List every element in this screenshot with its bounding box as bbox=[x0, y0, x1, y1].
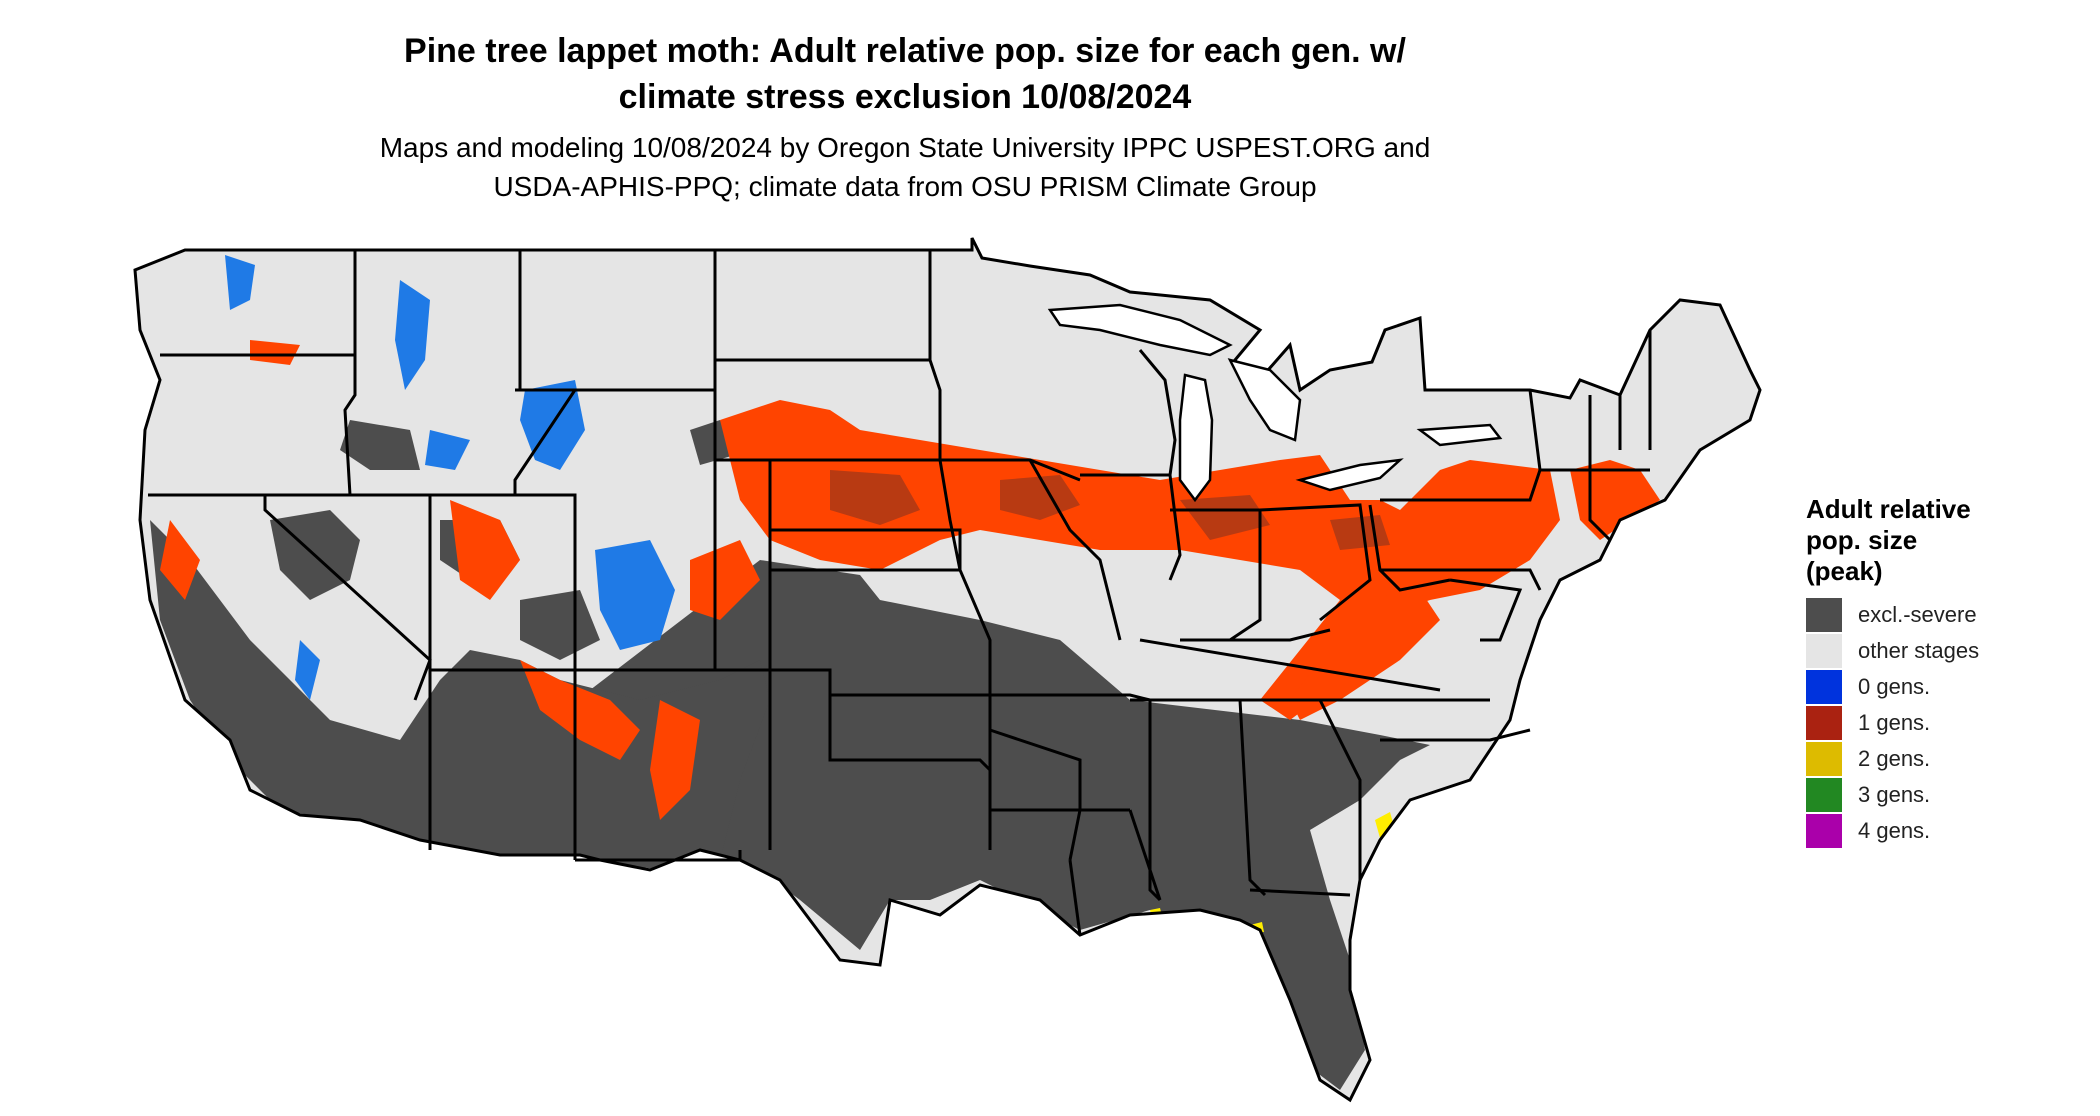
map-subtitle: Maps and modeling 10/08/2024 by Oregon S… bbox=[0, 128, 1810, 206]
legend-item: other stages bbox=[1806, 633, 2086, 669]
region-excluded-colorado bbox=[520, 590, 600, 660]
map-subtitle-line-1: Maps and modeling 10/08/2024 by Oregon S… bbox=[379, 132, 1431, 163]
legend-item: 0 gens. bbox=[1806, 669, 2086, 705]
lake-erie bbox=[1295, 458, 1404, 492]
legend-label: excl.-severe bbox=[1858, 602, 1977, 627]
lake-ontario bbox=[1416, 423, 1503, 447]
region-one-gen-appalachia bbox=[1290, 590, 1440, 720]
region-one-gen-west bbox=[160, 340, 760, 820]
map-legend: Adult relative pop. size (peak) excl.-se… bbox=[1806, 494, 2086, 849]
lake-superior bbox=[1047, 303, 1233, 357]
region-one-gen-northeast bbox=[1570, 460, 1660, 540]
map-title-line-2: climate stress exclusion 10/08/2024 bbox=[618, 78, 1192, 116]
legend-label: 0 gens. bbox=[1858, 674, 1931, 699]
legend-label: 3 gens. bbox=[1858, 782, 1931, 807]
lake-huron bbox=[1227, 358, 1302, 442]
legend-label: 2 gens. bbox=[1858, 746, 1931, 771]
legend-title-line-1: Adult relative bbox=[1806, 494, 1971, 524]
legend-swatch bbox=[1806, 814, 1842, 848]
legend-swatch bbox=[1806, 742, 1842, 776]
legend-label: other stages bbox=[1858, 638, 1980, 663]
legend-label: 4 gens. bbox=[1858, 818, 1931, 843]
map-title: Pine tree lappet moth: Adult relative po… bbox=[0, 28, 1810, 120]
lake-michigan bbox=[1178, 373, 1214, 503]
map-title-line-1: Pine tree lappet moth: Adult relative po… bbox=[404, 32, 1406, 70]
legend-item: 4 gens. bbox=[1806, 813, 2086, 849]
legend-item: excl.-severe bbox=[1806, 597, 2086, 633]
legend-swatch bbox=[1806, 670, 1842, 704]
legend-swatch bbox=[1806, 706, 1842, 740]
legend-title-line-3: (peak) bbox=[1806, 556, 1883, 586]
legend-items: excl.-severe other stages 0 gens. 1 gens. 2 … bbox=[1806, 597, 2086, 849]
legend-swatch bbox=[1806, 778, 1842, 812]
legend-item: 3 gens. bbox=[1806, 777, 2086, 813]
legend-swatch bbox=[1806, 634, 1842, 668]
legend-label: 1 gens. bbox=[1858, 710, 1931, 735]
legend-swatch bbox=[1806, 598, 1842, 632]
region-excluded-idaho bbox=[340, 420, 420, 470]
great-lakes bbox=[1047, 303, 1503, 503]
legend-item: 2 gens. bbox=[1806, 741, 2086, 777]
state-borders bbox=[133, 237, 1762, 1103]
legend-item: 1 gens. bbox=[1806, 705, 2086, 741]
region-one-gen-dark bbox=[830, 470, 1390, 550]
legend-title-line-2: pop. size bbox=[1806, 525, 1918, 555]
region-excluded-southwest bbox=[150, 520, 770, 870]
legend-title: Adult relative pop. size (peak) bbox=[1806, 494, 2086, 587]
map-subtitle-line-2: USDA-APHIS-PPQ; climate data from OSU PR… bbox=[493, 171, 1317, 202]
